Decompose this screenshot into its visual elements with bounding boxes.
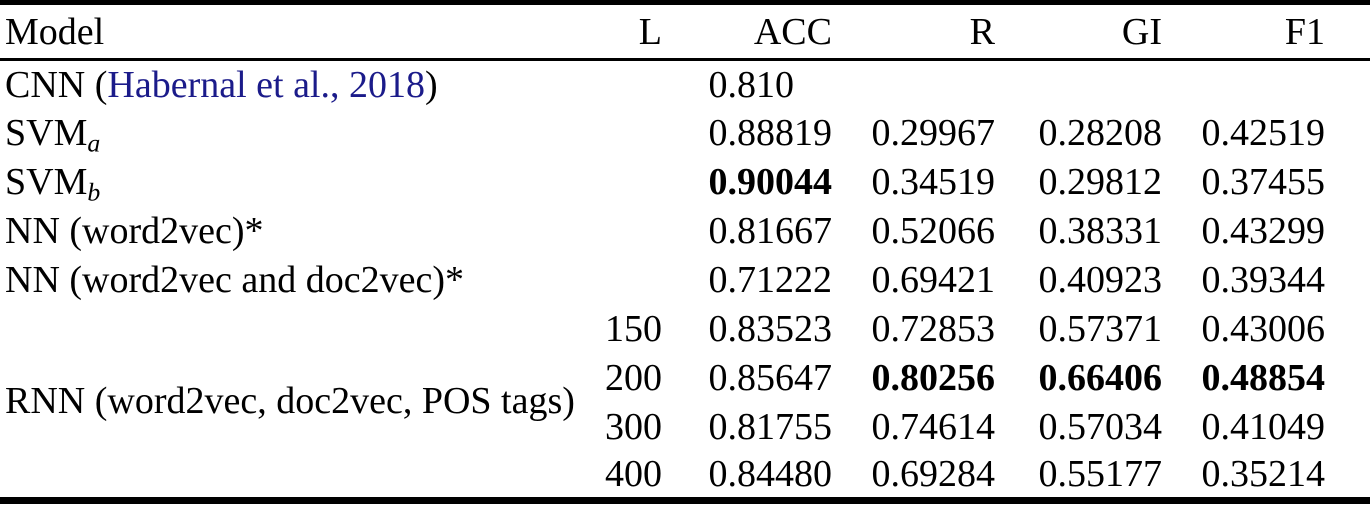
cell-f1-empty [1162, 60, 1370, 109]
cell-f1: 0.41049 [1201, 406, 1326, 448]
cell-acc: 0.71222 [708, 259, 833, 301]
col-header-gi: GI [1121, 10, 1162, 53]
cell-l-empty [592, 158, 662, 207]
cell-acc: 0.81755 [708, 406, 833, 448]
cell-r: 0.69284 [871, 453, 996, 496]
table-row-nn-word2vec-doc2vec: NN (word2vec and doc2vec)* 0.71222 0.694… [0, 256, 1370, 305]
model-subscript: b [87, 177, 101, 207]
cell-f1: 0.42519 [1201, 112, 1326, 154]
cell-gi: 0.28208 [1038, 112, 1163, 154]
col-header-l: L [638, 10, 662, 53]
cell-r: 0.34519 [871, 161, 996, 203]
model-subscript: a [87, 128, 101, 158]
table-row-svm-b: SVMb 0.90044 0.34519 0.29812 0.37455 [0, 158, 1370, 207]
model-name-nn-word2vec-doc2vec: NN (word2vec and doc2vec)* [5, 259, 464, 301]
cell-l: 400 [605, 453, 662, 496]
table-row-rnn-200: 200 0.85647 0.80256 0.66406 0.48854 [0, 354, 1370, 403]
cell-acc: 0.81667 [708, 210, 833, 252]
cell-gi: 0.57034 [1038, 406, 1163, 448]
cell-r: 0.52066 [871, 210, 996, 252]
model-name-rnn: RNN (word2vec, doc2vec, POS tags) [5, 379, 575, 422]
col-header-acc: ACC [753, 10, 832, 53]
cell-l-empty [592, 109, 662, 158]
cell-r: 0.72853 [871, 308, 996, 350]
model-base: SVM [5, 112, 88, 154]
cell-f1: 0.43299 [1201, 210, 1326, 252]
cell-r: 0.69421 [871, 259, 996, 301]
col-header-f1: F1 [1284, 10, 1325, 53]
cell-f1: 0.35214 [1201, 453, 1326, 496]
cell-l: 150 [605, 308, 662, 350]
cell-acc: 0.88819 [708, 112, 833, 154]
cell-acc: 0.810 [662, 60, 832, 109]
cell-gi: 0.40923 [1038, 259, 1163, 301]
cell-l-empty [592, 207, 662, 256]
cell-acc-best: 0.90044 [708, 161, 833, 203]
cell-r: 0.74614 [871, 406, 996, 448]
model-base: SVM [5, 161, 88, 203]
cell-l-empty [592, 256, 662, 305]
cell-gi: 0.38331 [1038, 210, 1163, 252]
cell-f1: 0.37455 [1201, 161, 1326, 203]
table-row-cnn: CNN (Habernal et al., 2018) 0.810 [0, 60, 1370, 109]
table-row-svm-a: SVMa 0.88819 0.29967 0.28208 0.42519 [0, 109, 1370, 158]
cell-acc: 0.83523 [708, 308, 833, 350]
cell-f1: 0.39344 [1201, 259, 1326, 301]
model-name-cnn: CNN (Habernal et al., 2018) [0, 60, 592, 109]
cell-r-best: 0.80256 [871, 357, 996, 399]
table-row-nn-word2vec: NN (word2vec)* 0.81667 0.52066 0.38331 0… [0, 207, 1370, 256]
col-header-r: R [969, 10, 995, 53]
model-name-prefix: CNN ( [5, 63, 108, 106]
cell-f1-best: 0.48854 [1201, 357, 1326, 399]
cell-gi: 0.57371 [1038, 308, 1163, 350]
table-row-rnn-150: RNN (word2vec, doc2vec, POS tags) 150 0.… [0, 305, 1370, 420]
table-row-rnn-300: 300 0.81755 0.74614 0.57034 0.41049 [0, 403, 1370, 452]
cell-gi-empty [995, 60, 1162, 109]
cell-l-empty [592, 60, 662, 109]
cell-f1: 0.43006 [1201, 308, 1326, 350]
cell-gi: 0.29812 [1038, 161, 1163, 203]
cell-r: 0.29967 [871, 112, 996, 154]
cell-l: 300 [605, 406, 662, 448]
model-name-svm-b: SVMb [0, 158, 592, 207]
results-table: Model L ACC R GI F1 CNN (Habernal et al.… [0, 0, 1370, 504]
header-row: Model L ACC R GI F1 [0, 3, 1370, 60]
cell-acc: 0.85647 [708, 357, 833, 399]
acc-value: 0.810 [708, 63, 795, 106]
table-row-rnn-400: 400 0.84480 0.69284 0.55177 0.35214 [0, 452, 1370, 501]
model-name-svm-a: SVMa [0, 109, 592, 158]
cell-gi-best: 0.66406 [1038, 357, 1163, 399]
cell-r-empty [832, 60, 995, 109]
cell-gi: 0.55177 [1038, 453, 1163, 496]
model-name-nn-word2vec: NN (word2vec)* [5, 210, 264, 252]
citation-link[interactable]: Habernal et al., 2018 [107, 63, 425, 106]
col-header-model: Model [5, 10, 105, 53]
model-name-suffix: ) [425, 63, 438, 106]
cell-acc: 0.84480 [708, 453, 833, 496]
cell-l: 200 [605, 357, 662, 399]
